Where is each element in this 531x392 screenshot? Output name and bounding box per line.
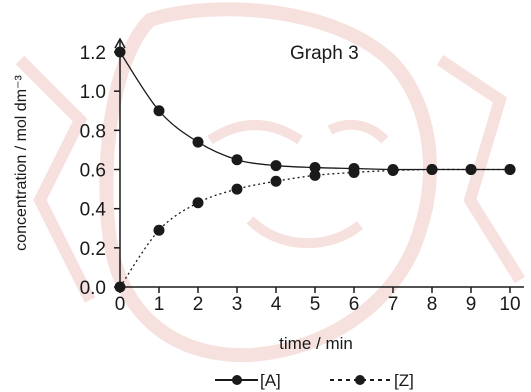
data-point-z xyxy=(270,175,282,187)
data-point-a xyxy=(270,160,282,172)
y-axis-arrow xyxy=(114,37,126,49)
y-ticks: 0.0 0.2 0.4 0.6 0.8 1.0 1.2 xyxy=(80,43,120,299)
y-tick-label: 1.0 xyxy=(80,82,106,103)
y-tick-label: 0.6 xyxy=(80,161,106,182)
y-tick-label: 0.0 xyxy=(80,278,106,299)
x-tick-label: 9 xyxy=(466,294,477,315)
x-tick-label: 0 xyxy=(115,294,126,315)
legend: [A] [Z] xyxy=(215,371,414,390)
x-ticks: 0 1 2 3 4 5 6 7 8 9 10 xyxy=(115,287,521,315)
y-tick-label: 0.8 xyxy=(80,121,106,142)
x-tick-label: 10 xyxy=(499,294,520,315)
x-tick-label: 6 xyxy=(349,294,360,315)
data-point-z xyxy=(309,169,321,181)
x-tick-label: 8 xyxy=(427,294,438,315)
y-tick-label: 0.4 xyxy=(80,200,107,221)
data-point-z xyxy=(465,164,477,175)
x-tick-label: 5 xyxy=(310,294,321,315)
data-point-z xyxy=(504,164,516,175)
x-tick-label: 7 xyxy=(388,294,399,315)
x-tick-label: 2 xyxy=(193,294,204,315)
background-watermark xyxy=(15,2,526,363)
chart-title: Graph 3 xyxy=(290,43,359,64)
y-tick-label: 1.2 xyxy=(80,43,106,64)
x-tick-label: 3 xyxy=(232,294,243,315)
series-points xyxy=(114,46,516,293)
x-tick-label: 4 xyxy=(271,294,282,315)
legend-label-a: [A] xyxy=(260,371,281,390)
y-tick-label: 0.2 xyxy=(80,239,106,260)
y-axis-label: concentration / mol dm⁻³ xyxy=(13,75,30,251)
data-point-a xyxy=(114,46,126,58)
data-point-z xyxy=(231,183,243,195)
data-point-a xyxy=(231,154,243,166)
legend-marker-a xyxy=(232,375,242,385)
data-point-z xyxy=(114,281,126,293)
data-point-a xyxy=(192,136,204,148)
data-point-z xyxy=(426,164,438,175)
legend-label-z: [Z] xyxy=(394,371,414,390)
series-line-z xyxy=(119,168,510,288)
data-point-a xyxy=(309,162,321,174)
data-point-z xyxy=(153,224,165,236)
axes xyxy=(114,37,524,288)
data-point-z xyxy=(192,197,204,209)
legend-marker-z xyxy=(355,375,365,385)
data-point-a xyxy=(153,105,165,117)
data-point-z xyxy=(387,164,399,176)
data-point-z xyxy=(348,166,360,178)
x-tick-label: 1 xyxy=(154,294,165,315)
x-axis-label: time / min xyxy=(279,334,353,353)
